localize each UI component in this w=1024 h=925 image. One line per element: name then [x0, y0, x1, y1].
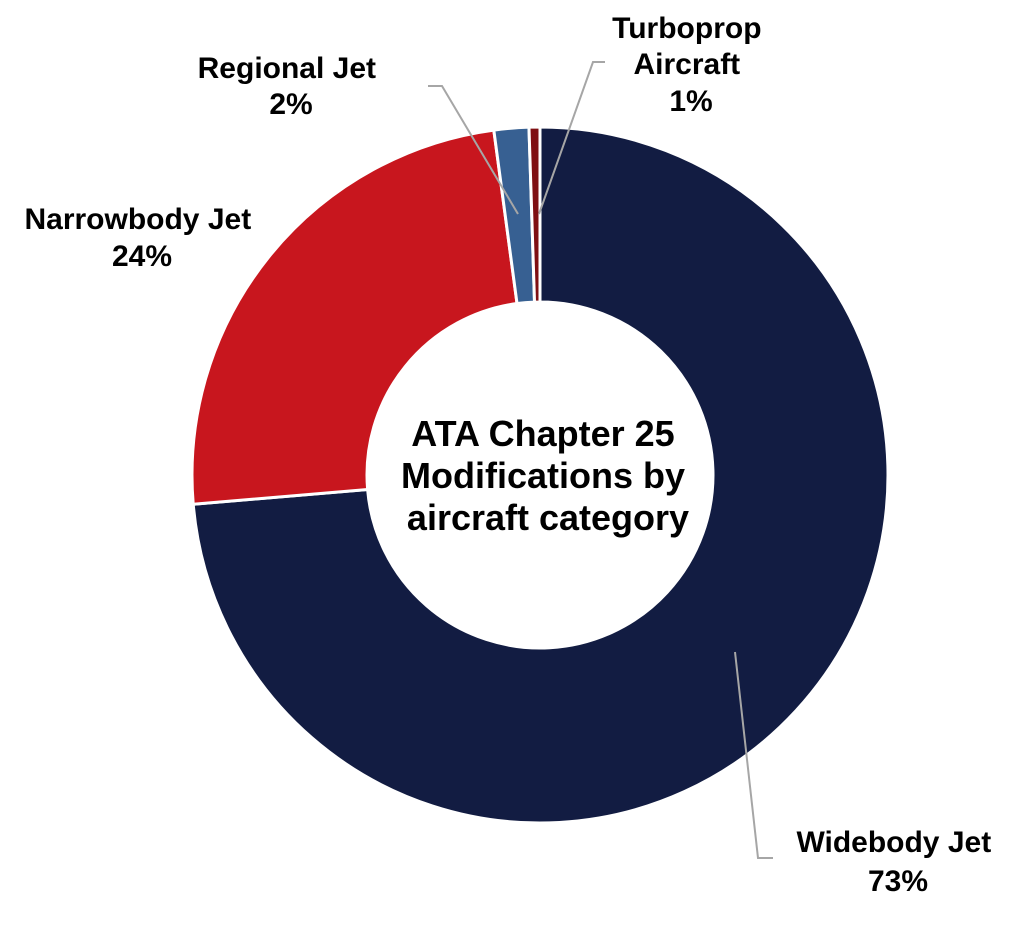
chart-title-line-1: ATA Chapter 25	[411, 413, 674, 454]
label-regional-jet: Regional Jet 2%	[198, 52, 385, 121]
label-narrowbody-jet: Narrowbody Jet 24%	[24, 203, 259, 273]
leader-line-widebody-jet	[734, 651, 773, 859]
label-narrowbody-jet-name: Narrowbody Jet	[24, 203, 251, 236]
chart-title-line-3: aircraft category	[407, 497, 689, 538]
label-regional-jet-percent: 2%	[269, 88, 312, 121]
chart-title: ATA Chapter 25 Modifications by aircraft…	[401, 413, 695, 538]
label-widebody-jet: Widebody Jet 73%	[796, 826, 999, 898]
leader-line-turboprop-aircraft	[538, 61, 605, 215]
slice-narrowbody-jet	[190, 128, 519, 506]
label-widebody-jet-name: Widebody Jet	[796, 826, 991, 859]
label-narrowbody-jet-percent: 24%	[112, 240, 172, 273]
donut-slices	[190, 125, 890, 825]
label-turboprop-aircraft: Turboprop Aircraft 1%	[612, 12, 770, 118]
label-regional-jet-name: Regional Jet	[198, 52, 376, 85]
slice-turboprop-aircraft	[527, 125, 542, 304]
slice-widebody-jet	[191, 125, 890, 825]
label-turboprop-aircraft-line1: Turboprop	[612, 12, 761, 45]
label-widebody-jet-percent: 73%	[868, 865, 928, 898]
leader-line-regional-jet	[428, 85, 519, 215]
chart-title-line-2: Modifications by	[401, 455, 685, 496]
label-turboprop-aircraft-line2: Aircraft	[633, 48, 740, 81]
label-turboprop-aircraft-percent: 1%	[669, 85, 712, 118]
